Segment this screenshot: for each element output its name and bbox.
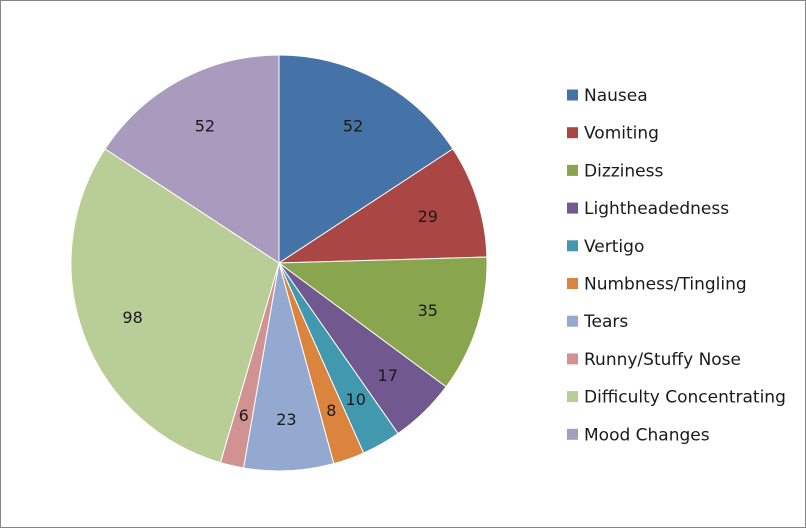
legend-label: Mood Changes — [584, 425, 710, 445]
legend-swatch — [567, 391, 578, 403]
legend-swatch — [567, 428, 578, 440]
pie-slice-difficulty-concentrating — [70, 148, 280, 464]
legend-swatch — [567, 164, 578, 176]
legend-item-runny-stuffy-nose: Runny/Stuffy Nose — [567, 350, 741, 370]
data-label-mood-changes: 52 — [195, 117, 215, 136]
legend-label: Runny/Stuffy Nose — [584, 350, 741, 370]
data-label-vomiting: 29 — [418, 207, 438, 226]
data-label-difficulty-concentrating: 98 — [122, 308, 142, 327]
slice-data-labels: 52 29 35 17 10 8 23 6 98 52 — [122, 117, 438, 429]
pie-slices — [70, 54, 488, 472]
legend-item-dizziness: Dizziness — [567, 161, 663, 181]
data-label-nausea: 52 — [343, 117, 363, 136]
data-label-runny-stuffy-nose: 6 — [239, 406, 249, 425]
legend-item-nausea: Nausea — [567, 86, 648, 106]
legend-label: Nausea — [584, 86, 648, 106]
data-label-tears: 23 — [276, 410, 296, 429]
legend-label: Lightheadedness — [584, 199, 729, 219]
legend-label: Tears — [583, 312, 628, 332]
legend-item-difficulty-concentrating: Difficulty Concentrating — [567, 388, 786, 408]
legend-item-lightheadedness: Lightheadedness — [567, 199, 729, 219]
data-label-dizziness: 35 — [418, 301, 438, 320]
pie-slice-mood-changes — [104, 54, 280, 264]
legend-label: Vomiting — [584, 124, 659, 144]
data-label-vertigo: 10 — [346, 390, 366, 409]
pie-slice-vomiting — [277, 148, 488, 264]
legend-swatch — [567, 353, 578, 365]
legend-label: Vertigo — [584, 237, 644, 257]
legend-swatch — [567, 202, 578, 214]
pie-slice-dizziness — [277, 256, 488, 388]
data-label-numbness-tingling: 8 — [326, 401, 336, 420]
legend-item-numbness-tingling: Numbness/Tingling — [567, 275, 747, 295]
legend-swatch — [567, 89, 578, 101]
legend: Nausea Vomiting Dizziness Lightheadedness Ve… — [567, 86, 786, 445]
legend-swatch — [567, 278, 578, 289]
pie-slice-nausea — [278, 54, 454, 264]
legend-item-vomiting: Vomiting — [567, 124, 659, 144]
legend-swatch — [567, 240, 578, 252]
legend-swatch — [567, 315, 578, 327]
legend-swatch — [567, 127, 578, 139]
legend-label: Numbness/Tingling — [584, 275, 747, 295]
legend-item-vertigo: Vertigo — [567, 237, 644, 257]
legend-label: Dizziness — [584, 161, 663, 181]
legend-item-mood-changes: Mood Changes — [567, 425, 710, 445]
legend-label: Difficulty Concentrating — [584, 388, 786, 408]
legend-item-tears: Tears — [567, 312, 628, 332]
data-label-lightheadedness: 17 — [378, 366, 398, 385]
